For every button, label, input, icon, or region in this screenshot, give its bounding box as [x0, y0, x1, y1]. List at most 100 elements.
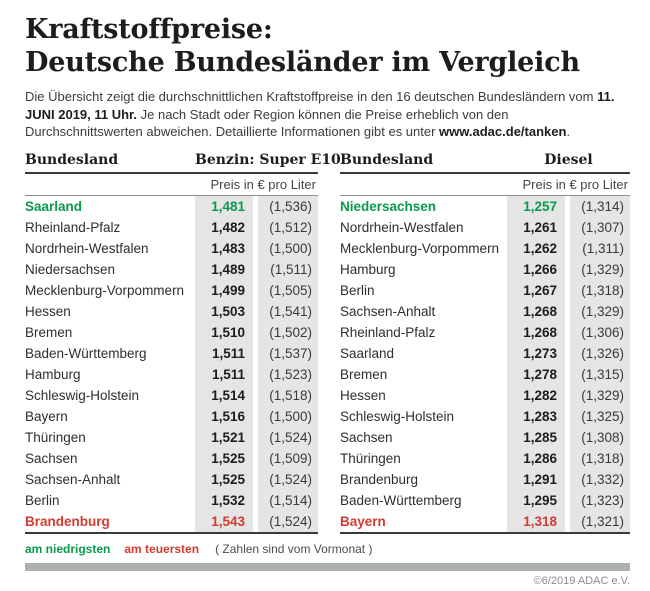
state-name: Nordrhein-Westfalen — [25, 240, 149, 256]
table-row: Baden-Württemberg 1,511 (1,537) — [25, 342, 318, 364]
state-name: Bremen — [25, 324, 73, 340]
page-title: Kraftstoffpreise: Deutsche Bundesländer … — [25, 13, 630, 79]
table-row: Hessen 1,282 (1,329) — [340, 384, 630, 406]
table-row: Rheinland-Pfalz 1,268 (1,306) — [340, 321, 630, 343]
current-price: 1,525 — [195, 447, 253, 469]
previous-month-price: (1,524) — [258, 468, 318, 490]
current-price: 1,261 — [507, 216, 565, 238]
current-price: 1,262 — [507, 237, 565, 259]
table-row: Berlin 1,267 (1,318) — [340, 279, 630, 301]
previous-month-price: (1,512) — [258, 216, 318, 238]
table-row: Bayern 1,318 (1,321) — [340, 510, 630, 532]
legend-lowest-label: am niedrigsten — [25, 541, 111, 556]
table-row: Saarland 1,481 (1,536) — [25, 195, 318, 217]
current-price: 1,521 — [195, 426, 253, 448]
table-row: Mecklenburg-Vorpommern 1,262 (1,311) — [340, 237, 630, 259]
state-name: Hessen — [340, 387, 386, 403]
copyright-text: ©6/2019 ADAC e.V. — [533, 574, 630, 587]
table-row: Niedersachsen 1,489 (1,511) — [25, 258, 318, 280]
previous-month-price: (1,514) — [258, 489, 318, 511]
current-price: 1,483 — [195, 237, 253, 259]
benzin-unit-subheader: Preis in € pro Liter — [25, 174, 318, 196]
table-row: Bremen 1,510 (1,502) — [25, 321, 318, 343]
state-name: Rheinland-Pfalz — [340, 324, 436, 340]
previous-month-price: (1,329) — [570, 300, 630, 322]
current-price: 1,511 — [195, 363, 253, 385]
table-row: Rheinland-Pfalz 1,482 (1,512) — [25, 216, 318, 238]
state-name: Hamburg — [340, 261, 396, 277]
previous-month-price: (1,314) — [570, 195, 630, 217]
previous-month-price: (1,541) — [258, 300, 318, 322]
table-row: Schleswig-Holstein 1,283 (1,325) — [340, 405, 630, 427]
price-tables: Bundesland Benzin: Super E10 Preis in € … — [25, 152, 630, 534]
legend: am niedrigsten am teuersten ( Zahlen sin… — [25, 542, 630, 556]
current-price: 1,291 — [507, 468, 565, 490]
state-name: Rheinland-Pfalz — [25, 219, 121, 235]
state-name: Bremen — [340, 366, 388, 382]
previous-month-price: (1,329) — [570, 384, 630, 406]
intro-part-2: Je nach Stadt oder Region können die Pre… — [25, 106, 509, 140]
table-row: Sachsen-Anhalt 1,525 (1,524) — [25, 468, 318, 490]
state-name: Sachsen-Anhalt — [340, 303, 436, 319]
state-name: Bayern — [25, 408, 68, 424]
previous-month-price: (1,511) — [258, 258, 318, 280]
state-name: Baden-Württemberg — [25, 345, 147, 361]
table-row: Mecklenburg-Vorpommern 1,499 (1,505) — [25, 279, 318, 301]
previous-month-price: (1,523) — [258, 363, 318, 385]
current-price: 1,511 — [195, 342, 253, 364]
previous-month-price: (1,307) — [570, 216, 630, 238]
adac-tanken-link[interactable]: www.adac.de/tanken — [439, 124, 567, 139]
current-price: 1,532 — [195, 489, 253, 511]
previous-month-price: (1,509) — [258, 447, 318, 469]
intro-part-1: Die Übersicht zeigt die durchschnittlich… — [25, 89, 598, 104]
table-row: Bayern 1,516 (1,500) — [25, 405, 318, 427]
current-price: 1,516 — [195, 405, 253, 427]
state-name: Niedersachsen — [25, 261, 116, 277]
diesel-table: Bundesland Diesel Preis in € pro Liter N… — [340, 152, 630, 534]
table-row: Saarland 1,273 (1,326) — [340, 342, 630, 364]
previous-month-price: (1,318) — [570, 279, 630, 301]
legend-note: ( Zahlen sind vom Vormonat ) — [215, 541, 373, 556]
current-price: 1,525 — [195, 468, 253, 490]
current-price: 1,267 — [507, 279, 565, 301]
state-name: Schleswig-Holstein — [340, 408, 455, 424]
current-price: 1,543 — [195, 510, 253, 532]
table-row: Nordrhein-Westfalen 1,261 (1,307) — [340, 216, 630, 238]
current-price: 1,499 — [195, 279, 253, 301]
divider-bar — [25, 562, 630, 571]
current-price: 1,481 — [195, 195, 253, 217]
state-name: Mecklenburg-Vorpommern — [25, 282, 185, 298]
previous-month-price: (1,524) — [258, 510, 318, 532]
table-row: Sachsen-Anhalt 1,268 (1,329) — [340, 300, 630, 322]
table-row: Hamburg 1,266 (1,329) — [340, 258, 630, 280]
table-row: Sachsen 1,525 (1,509) — [25, 447, 318, 469]
current-price: 1,514 — [195, 384, 253, 406]
table-row: Brandenburg 1,291 (1,332) — [340, 468, 630, 490]
state-name: Schleswig-Holstein — [25, 387, 140, 403]
current-price: 1,286 — [507, 447, 565, 469]
table-row: Sachsen 1,285 (1,308) — [340, 426, 630, 448]
title-line-1: Kraftstoffpreise: — [25, 14, 273, 45]
table-row: Hamburg 1,511 (1,523) — [25, 363, 318, 385]
current-price: 1,273 — [507, 342, 565, 364]
state-name: Berlin — [25, 492, 60, 508]
state-name: Nordrhein-Westfalen — [340, 219, 464, 235]
previous-month-price: (1,524) — [258, 426, 318, 448]
state-name: Sachsen-Anhalt — [25, 471, 121, 487]
previous-month-price: (1,536) — [258, 195, 318, 217]
current-price: 1,283 — [507, 405, 565, 427]
current-price: 1,285 — [507, 426, 565, 448]
table-row: Baden-Württemberg 1,295 (1,323) — [340, 489, 630, 511]
column-header-benzin-super-e10: Benzin: Super E10 — [195, 151, 341, 168]
diesel-unit-subheader: Preis in € pro Liter — [340, 174, 630, 196]
column-header-bundesland: Bundesland — [340, 151, 434, 168]
intro-part-3: . — [566, 124, 571, 139]
current-price: 1,268 — [507, 300, 565, 322]
previous-month-price: (1,502) — [258, 321, 318, 343]
intro-text: Die Übersicht zeigt die durchschnittlich… — [25, 88, 625, 141]
table-row: Hessen 1,503 (1,541) — [25, 300, 318, 322]
benzin-table-header: Bundesland Benzin: Super E10 — [25, 151, 341, 174]
current-price: 1,282 — [507, 384, 565, 406]
current-price: 1,510 — [195, 321, 253, 343]
